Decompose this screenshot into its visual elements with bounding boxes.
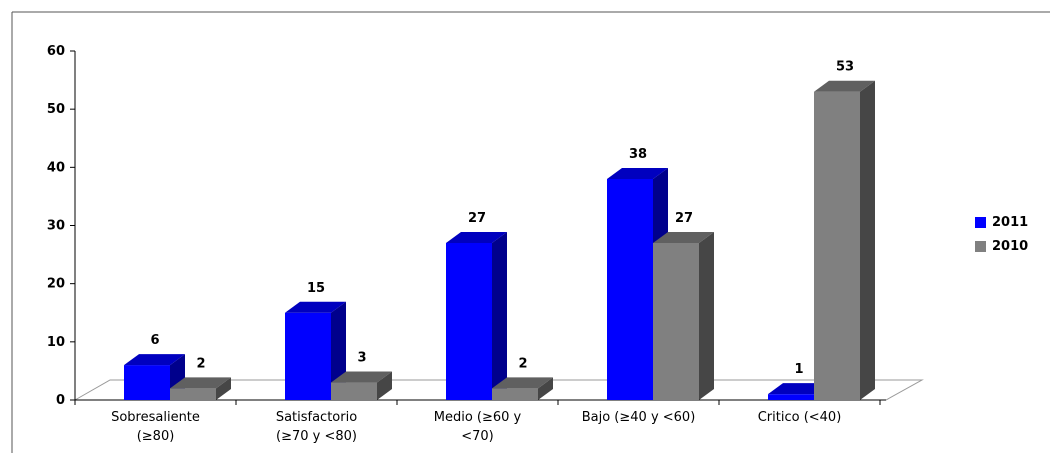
bar-side: [216, 377, 231, 400]
bar-2010-2: [492, 377, 553, 400]
bar-2010-1: [331, 371, 392, 400]
legend-swatch-2011: [975, 216, 986, 228]
bar-top: [285, 301, 346, 313]
bar-top: [653, 231, 714, 243]
bar-2010-3: [653, 231, 714, 400]
bar-front: [768, 394, 814, 400]
category-label-4: Critico (<40): [758, 410, 842, 425]
category-label-1: Satisfactorio (≥70 y <80): [276, 410, 357, 444]
data-label-2011-2: 27: [468, 211, 486, 226]
bar-side: [538, 377, 553, 400]
bar-top: [768, 383, 829, 395]
y-tick-label: 10: [47, 335, 65, 350]
y-tick-label: 0: [56, 393, 65, 408]
bar-top: [446, 231, 507, 243]
data-label-2010-4: 53: [836, 60, 854, 75]
data-label-2010-0: 2: [196, 356, 205, 371]
bar-top: [492, 377, 553, 389]
bar-2011-2: [446, 231, 507, 400]
bar-2010-0: [170, 377, 231, 400]
bar-top: [170, 377, 231, 389]
data-label-2011-4: 1: [794, 362, 803, 377]
legend-item-2010: 2010: [975, 234, 1050, 258]
bar-side: [377, 371, 392, 400]
data-label-2010-3: 27: [675, 211, 693, 226]
bar-front: [607, 178, 653, 400]
data-label-2011-3: 38: [629, 147, 647, 162]
legend-swatch-2010: [975, 240, 986, 252]
data-label-2011-1: 15: [307, 281, 325, 296]
bar-top: [331, 371, 392, 383]
x-axis-labels: Sobresaliente (≥80) Satisfactorio (≥70 y <8…: [111, 410, 841, 444]
y-tick-label: 40: [47, 160, 65, 175]
bar-top: [814, 80, 875, 92]
bar-front: [653, 242, 699, 400]
y-tick-label: 50: [47, 102, 65, 117]
data-label-2010-1: 3: [357, 351, 366, 366]
category-label-0: Sobresaliente (≥80): [111, 410, 200, 444]
legend-item-2011: 2011: [975, 210, 1050, 234]
bar-front: [285, 312, 331, 400]
category-label-3: Bajo (≥40 y <60): [582, 410, 696, 425]
bar-front: [331, 382, 377, 400]
bars: [124, 80, 875, 400]
bar-top: [607, 167, 668, 179]
bar-2011-1: [285, 301, 346, 400]
y-tick-label: 20: [47, 277, 65, 292]
legend-label-2011: 2011: [992, 214, 1029, 230]
legend: 2011 2010: [975, 210, 1050, 258]
bar-front: [814, 91, 860, 400]
bar-side: [492, 231, 507, 400]
data-label-2010-2: 2: [518, 356, 527, 371]
legend-label-2010: 2010: [992, 238, 1029, 254]
bar-2010-4: [814, 80, 875, 400]
y-tick-label: 30: [47, 219, 65, 234]
bar-front: [446, 242, 492, 400]
bar-side: [860, 80, 875, 400]
category-label-2: Medio (≥60 y <70): [434, 410, 522, 444]
bar-front: [124, 365, 170, 400]
data-label-2011-0: 6: [150, 333, 159, 348]
bar-side: [699, 231, 714, 400]
y-tick-label: 60: [47, 44, 65, 59]
bar-top: [124, 354, 185, 366]
bar-front: [492, 388, 538, 400]
bar-front: [170, 388, 216, 400]
